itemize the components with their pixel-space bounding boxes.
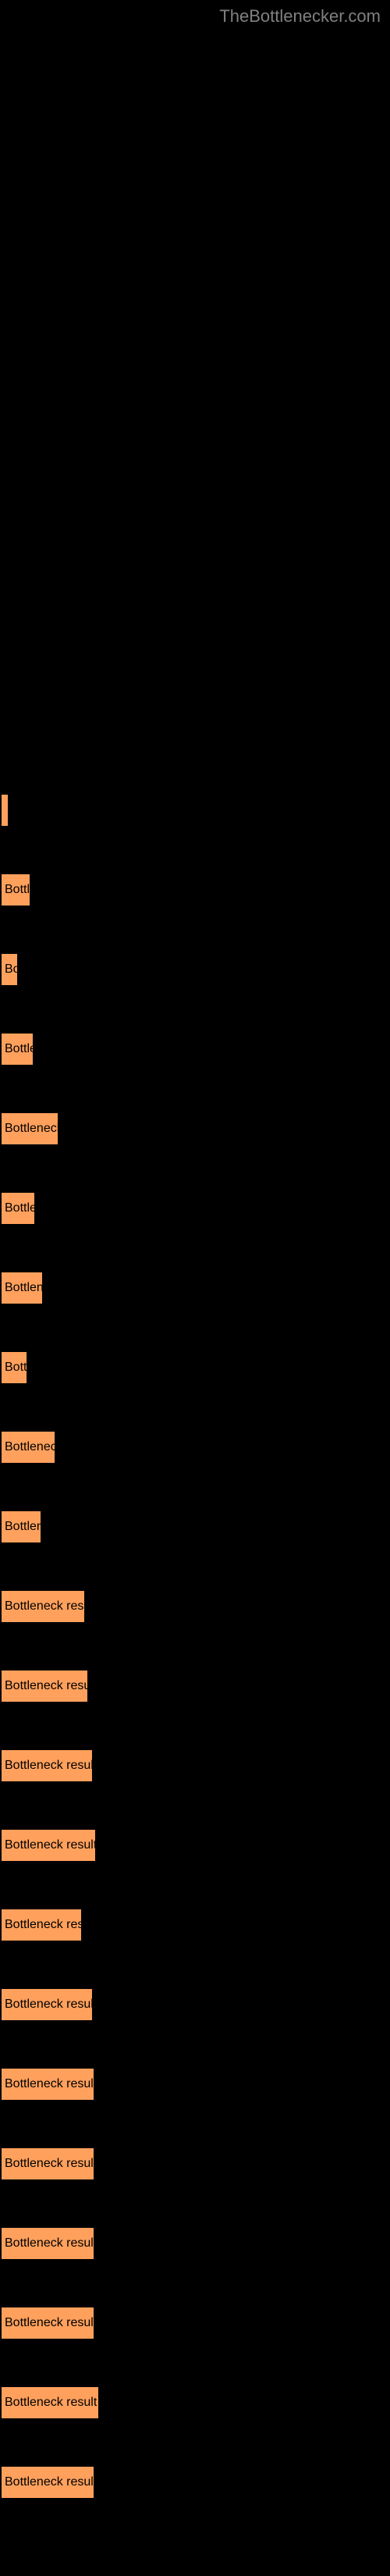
chart-bar: Bottleneck resu (0, 1589, 86, 1624)
bar-row: Bottleneck (0, 1112, 390, 1146)
chart-bar: Bottle (0, 873, 31, 907)
bar-row: Bottleneck result (0, 2465, 390, 2500)
bar-row: Bottleneck result (0, 1749, 390, 1783)
chart-bar: Bottleneck result (0, 2147, 95, 2181)
bar-row (0, 793, 390, 827)
bar-row: Bottleneck result (0, 2306, 390, 2340)
chart-bar: Bottle (0, 1032, 34, 1066)
chart-bar: Bottleneck result (0, 1987, 94, 2022)
chart-bar: Bottleneck result (0, 1749, 94, 1783)
bar-row: Bottlene (0, 1271, 390, 1305)
chart-bar (0, 793, 9, 827)
bar-row: Bottleneck resu (0, 1589, 390, 1624)
bar-row: Bo (0, 952, 390, 987)
chart-bar: Bottleneck result (0, 1828, 97, 1863)
chart-container: Bottle Bo Bottle Bottleneck Bottle Bottlene Bo… (0, 0, 390, 2576)
chart-bar: Bo (0, 952, 19, 987)
chart-bar: Bottleneck result (0, 2465, 95, 2500)
bar-row: Bottle (0, 873, 390, 907)
chart-bar: Bottle (0, 1191, 36, 1226)
chart-bar: Bottleneck resul (0, 1669, 89, 1703)
chart-bar: Bottlene (0, 1271, 44, 1305)
bar-row: Bottle (0, 1191, 390, 1226)
bar-row: Bottleneck result (0, 2147, 390, 2181)
bar-row: Bottlen (0, 1510, 390, 1544)
chart-bar: Bottlen (0, 1510, 42, 1544)
bar-row: Bottleneck resul (0, 1669, 390, 1703)
bar-row: Bottle (0, 1032, 390, 1066)
chart-bar: Bottleneck (0, 1112, 59, 1146)
bar-row: Bottleneck result (0, 2067, 390, 2101)
bar-row: Bottleneck result (0, 2386, 390, 2420)
chart-bar: Bottleneck result (0, 2067, 95, 2101)
bar-row: Bottleneck result (0, 1987, 390, 2022)
bar-row: Bottleneck result (0, 2226, 390, 2261)
chart-bar: Bottl (0, 1350, 28, 1385)
bar-row: Bottleneck res (0, 1908, 390, 1942)
chart-bar: Bottleneck (0, 1430, 56, 1464)
chart-bar: Bottleneck result (0, 2306, 95, 2340)
chart-bar: Bottleneck result (0, 2226, 95, 2261)
chart-bar: Bottleneck res (0, 1908, 83, 1942)
bar-row: Bottl (0, 1350, 390, 1385)
chart-bar: Bottleneck result (0, 2386, 100, 2420)
bar-row: Bottleneck (0, 1430, 390, 1464)
bar-row: Bottleneck result (0, 1828, 390, 1863)
